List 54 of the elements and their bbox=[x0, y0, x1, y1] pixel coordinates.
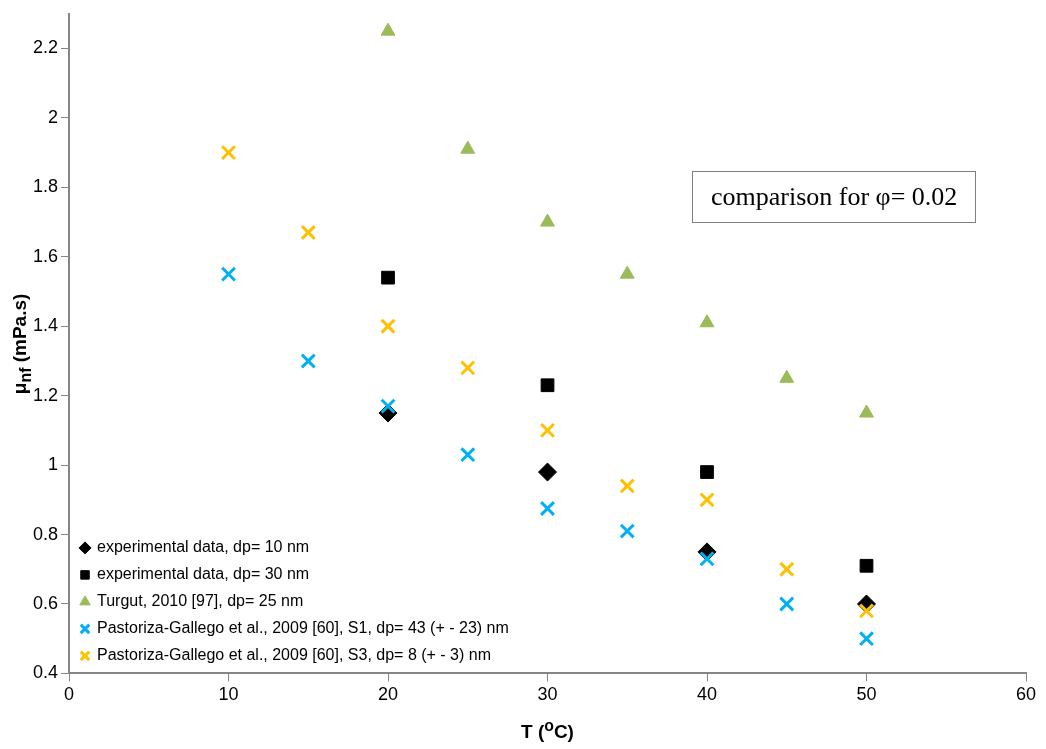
x-tick-label: 60 bbox=[1015, 684, 1037, 705]
x-tick-label: 30 bbox=[537, 684, 558, 705]
point bbox=[779, 369, 795, 383]
y-tick-label: 1 bbox=[48, 454, 59, 475]
y-tick-label: 0.4 bbox=[32, 662, 59, 683]
x-axis-title: T ($^{o}$C) bbox=[521, 717, 574, 744]
legend-label: Turgut, 2010 [97], dp= 25 nm bbox=[97, 592, 304, 610]
point bbox=[540, 213, 555, 227]
point bbox=[778, 596, 795, 612]
legend-label: Pastoriza-Gallego et al., 2009 [60], S1, dp= 43 (+ - 23) nm bbox=[97, 619, 509, 637]
y-tick-label: 1.4 bbox=[32, 315, 59, 336]
point bbox=[381, 270, 395, 285]
annotation: comparison for φ= 0.02 bbox=[692, 170, 977, 223]
y-tick-label: 1.6 bbox=[32, 245, 59, 266]
point bbox=[380, 318, 396, 335]
point bbox=[619, 265, 635, 279]
point bbox=[459, 446, 476, 463]
point bbox=[858, 630, 875, 647]
x-tick-label: 40 bbox=[696, 684, 718, 705]
point bbox=[539, 500, 556, 517]
point bbox=[858, 603, 875, 619]
legend-label: Pastoriza-Gallego et al., 2009 [60], S3, dp= 8 (+ - 3) nm bbox=[97, 646, 492, 664]
x-tick-label: 0 bbox=[64, 684, 75, 705]
x-tick-label: 50 bbox=[856, 684, 877, 705]
point bbox=[700, 465, 714, 479]
x-tick-label: 20 bbox=[378, 684, 399, 705]
point bbox=[539, 422, 556, 439]
y-tick-label: 0.6 bbox=[32, 592, 59, 613]
legend-label: experimental data, dp= 30 nm bbox=[97, 565, 310, 583]
legend-label: experimental data, dp= 10 nm bbox=[97, 538, 310, 556]
point bbox=[699, 314, 715, 328]
point bbox=[380, 22, 396, 36]
point bbox=[220, 266, 237, 283]
point bbox=[699, 550, 715, 567]
point bbox=[859, 404, 874, 418]
point bbox=[459, 360, 476, 376]
point bbox=[540, 378, 555, 393]
y-tick-label: 2.2 bbox=[32, 37, 59, 58]
point bbox=[859, 558, 874, 573]
point bbox=[300, 224, 317, 241]
point bbox=[380, 398, 396, 414]
point bbox=[699, 491, 715, 508]
point bbox=[538, 462, 558, 482]
x-tick-label: 10 bbox=[218, 684, 239, 705]
point bbox=[220, 144, 237, 161]
point bbox=[619, 523, 636, 539]
y-tick-label: 1.8 bbox=[32, 176, 59, 197]
point bbox=[619, 478, 636, 494]
point bbox=[460, 140, 476, 154]
y-tick-label: 2 bbox=[48, 106, 59, 127]
point bbox=[778, 561, 795, 578]
y-tick-label: 0.8 bbox=[32, 523, 59, 544]
y-tick-label: 1.2 bbox=[32, 384, 59, 405]
point bbox=[300, 353, 317, 369]
